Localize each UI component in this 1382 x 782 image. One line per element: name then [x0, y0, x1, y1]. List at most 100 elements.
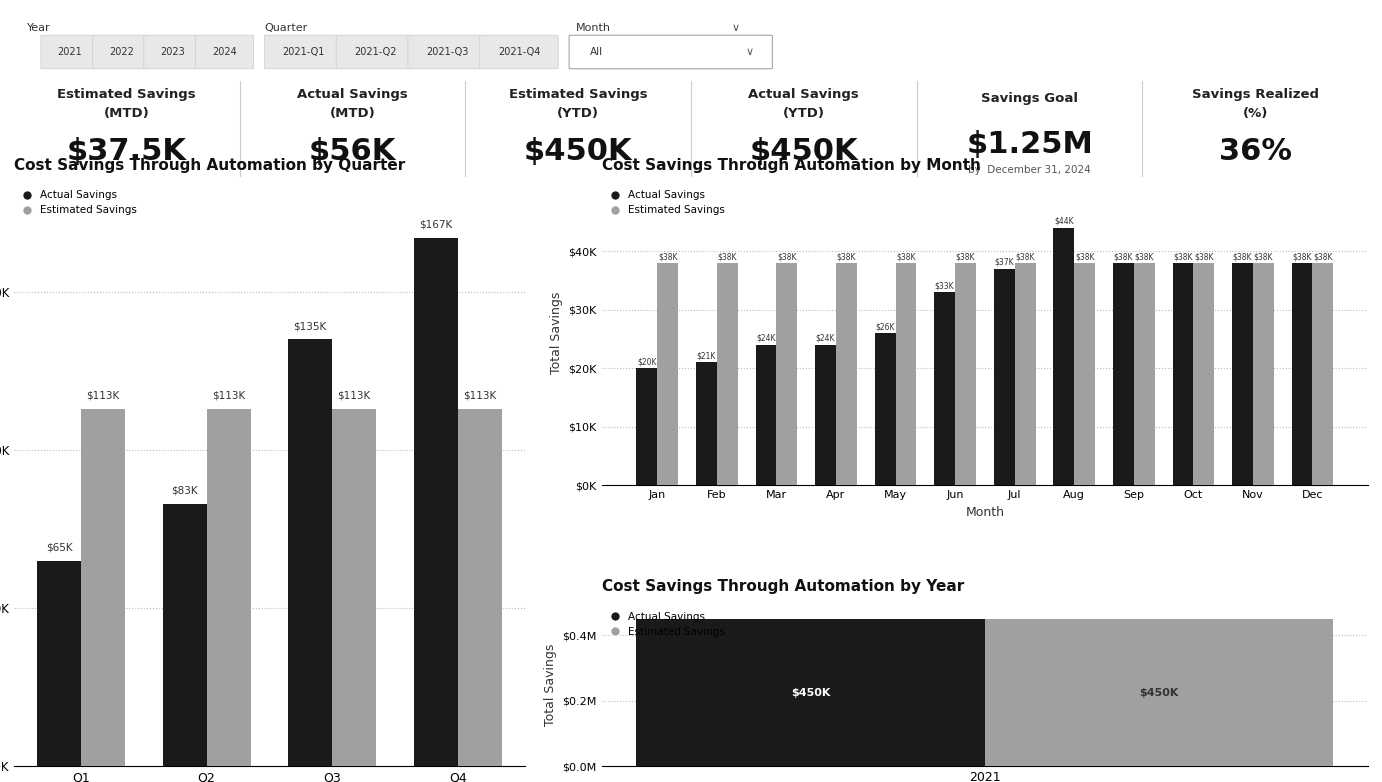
- Text: $113K: $113K: [86, 391, 120, 401]
- Text: $38K: $38K: [836, 252, 855, 261]
- Text: $38K: $38K: [1135, 252, 1154, 261]
- Text: Estimated Savings: Estimated Savings: [509, 88, 647, 101]
- Text: $83K: $83K: [171, 486, 198, 496]
- Bar: [1253, 263, 1274, 486]
- Bar: [1014, 263, 1035, 486]
- Bar: [836, 263, 857, 486]
- Text: Cost Savings Through Automation by Quarter: Cost Savings Through Automation by Quart…: [14, 158, 405, 173]
- FancyBboxPatch shape: [144, 35, 202, 69]
- Bar: [994, 269, 1014, 486]
- Text: $450K: $450K: [749, 137, 858, 166]
- Y-axis label: Total Savings: Total Savings: [543, 643, 557, 726]
- FancyBboxPatch shape: [41, 35, 100, 69]
- Text: Year: Year: [28, 23, 51, 33]
- X-axis label: Month: Month: [966, 506, 1005, 518]
- Bar: [82, 409, 124, 766]
- Legend: Actual Savings, Estimated Savings: Actual Savings, Estimated Savings: [19, 186, 141, 220]
- Text: Actual Savings: Actual Savings: [749, 88, 860, 101]
- Text: $37.5K: $37.5K: [66, 137, 187, 166]
- FancyBboxPatch shape: [93, 35, 151, 69]
- Text: 2022: 2022: [109, 47, 134, 57]
- FancyBboxPatch shape: [195, 35, 253, 69]
- Text: $1.25M: $1.25M: [966, 130, 1093, 159]
- Bar: [332, 409, 376, 766]
- Text: 2021-Q1: 2021-Q1: [282, 47, 325, 57]
- Bar: [815, 345, 836, 486]
- Bar: [985, 619, 1334, 766]
- Text: by  December 31, 2024: by December 31, 2024: [969, 165, 1090, 175]
- Bar: [717, 263, 738, 486]
- Text: $20K: $20K: [637, 357, 656, 367]
- Bar: [1233, 263, 1253, 486]
- Text: $38K: $38K: [1313, 252, 1332, 261]
- Bar: [1172, 263, 1193, 486]
- Text: $167K: $167K: [419, 220, 452, 230]
- Text: $37K: $37K: [995, 258, 1014, 267]
- Bar: [658, 263, 679, 486]
- Legend: Actual Savings, Estimated Savings: Actual Savings, Estimated Savings: [607, 608, 728, 641]
- Text: 2021-Q4: 2021-Q4: [498, 47, 540, 57]
- FancyBboxPatch shape: [569, 35, 773, 69]
- Bar: [955, 263, 976, 486]
- Text: (YTD): (YTD): [782, 107, 825, 120]
- Text: Cost Savings Through Automation by Year: Cost Savings Through Automation by Year: [601, 579, 963, 594]
- Bar: [1053, 228, 1074, 486]
- Text: $38K: $38K: [1075, 252, 1095, 261]
- Text: $65K: $65K: [46, 543, 72, 553]
- Text: $113K: $113K: [337, 391, 370, 401]
- Text: 2021-Q2: 2021-Q2: [354, 47, 397, 57]
- Text: All: All: [590, 47, 603, 57]
- Text: 2021: 2021: [58, 47, 83, 57]
- Text: Estimated Savings: Estimated Savings: [58, 88, 196, 101]
- Bar: [636, 368, 658, 486]
- Text: $38K: $38K: [1114, 252, 1133, 261]
- Bar: [206, 409, 250, 766]
- Text: $450K: $450K: [791, 687, 831, 698]
- Text: $38K: $38K: [1173, 252, 1193, 261]
- Text: $113K: $113K: [463, 391, 496, 401]
- Text: (MTD): (MTD): [329, 107, 376, 120]
- Y-axis label: Total Savings: Total Savings: [550, 292, 562, 375]
- Text: $21K: $21K: [697, 352, 716, 361]
- Legend: Actual Savings, Estimated Savings: Actual Savings, Estimated Savings: [607, 186, 728, 220]
- Text: 36%: 36%: [1219, 137, 1292, 166]
- Bar: [1292, 263, 1313, 486]
- Bar: [413, 238, 457, 766]
- Text: $38K: $38K: [1292, 252, 1312, 261]
- Text: $38K: $38K: [658, 252, 677, 261]
- Text: Savings Goal: Savings Goal: [981, 92, 1078, 106]
- Bar: [934, 292, 955, 486]
- Text: $24K: $24K: [815, 334, 835, 343]
- Text: 2021-Q3: 2021-Q3: [426, 47, 468, 57]
- Text: 2024: 2024: [211, 47, 236, 57]
- Text: $38K: $38K: [956, 252, 976, 261]
- Bar: [777, 263, 797, 486]
- Text: $38K: $38K: [717, 252, 737, 261]
- Text: $24K: $24K: [756, 334, 775, 343]
- Text: $38K: $38K: [777, 252, 796, 261]
- Text: $56K: $56K: [308, 137, 397, 166]
- Text: ∨: ∨: [745, 47, 753, 57]
- Text: $38K: $38K: [1016, 252, 1035, 261]
- Text: $113K: $113K: [211, 391, 245, 401]
- Bar: [697, 362, 717, 486]
- FancyBboxPatch shape: [480, 35, 558, 69]
- Bar: [636, 619, 985, 766]
- Text: $450K: $450K: [524, 137, 633, 166]
- Text: $450K: $450K: [1139, 687, 1179, 698]
- Text: $38K: $38K: [1233, 252, 1252, 261]
- FancyBboxPatch shape: [264, 35, 343, 69]
- Text: (%): (%): [1242, 107, 1269, 120]
- Bar: [1113, 263, 1133, 486]
- Text: $135K: $135K: [293, 321, 326, 331]
- Text: $38K: $38K: [1194, 252, 1213, 261]
- Text: $26K: $26K: [875, 322, 896, 332]
- Text: Month: Month: [576, 23, 611, 33]
- FancyBboxPatch shape: [408, 35, 486, 69]
- Text: Cost Savings Through Automation by Month: Cost Savings Through Automation by Month: [601, 158, 980, 173]
- Bar: [875, 333, 896, 486]
- Text: Actual Savings: Actual Savings: [297, 88, 408, 101]
- Text: (MTD): (MTD): [104, 107, 149, 120]
- Bar: [896, 263, 916, 486]
- Bar: [1133, 263, 1154, 486]
